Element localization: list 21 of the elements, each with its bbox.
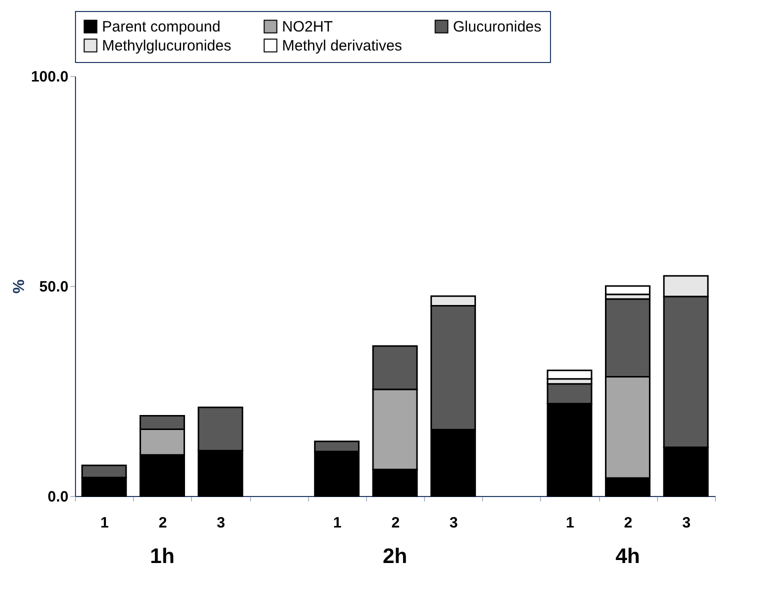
x-tick-label: 2: [158, 514, 167, 532]
y-tick-label: 50.0: [39, 278, 68, 296]
legend-label: Glucuronides: [453, 18, 542, 36]
y-tick-label: 0.0: [48, 488, 68, 506]
y-axis-title: %: [10, 279, 28, 294]
x-tick-label: 1: [566, 514, 574, 532]
legend-label: Methylglucuronides: [102, 38, 232, 54]
x-tick-label: 1: [333, 514, 342, 532]
x-tick-label: 3: [682, 514, 691, 532]
legend-label: Methyl derivatives: [282, 38, 402, 54]
x-tick-label: 3: [450, 514, 458, 532]
legend-label: Parent compound: [102, 18, 220, 36]
x-tick-label: 2: [624, 514, 632, 532]
text: 2h: [382, 545, 408, 568]
x-tick-label: 3: [216, 514, 226, 532]
legend-label: NO2HT: [282, 18, 333, 36]
text: 4h: [615, 545, 640, 568]
text: 1h: [150, 545, 175, 568]
x-tick-label: 2: [391, 514, 400, 532]
y-tick-label: 100.0: [30, 68, 68, 86]
x-tick-label: 1: [100, 514, 109, 532]
